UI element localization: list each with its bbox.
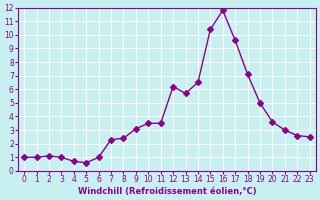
X-axis label: Windchill (Refroidissement éolien,°C): Windchill (Refroidissement éolien,°C)	[77, 187, 256, 196]
